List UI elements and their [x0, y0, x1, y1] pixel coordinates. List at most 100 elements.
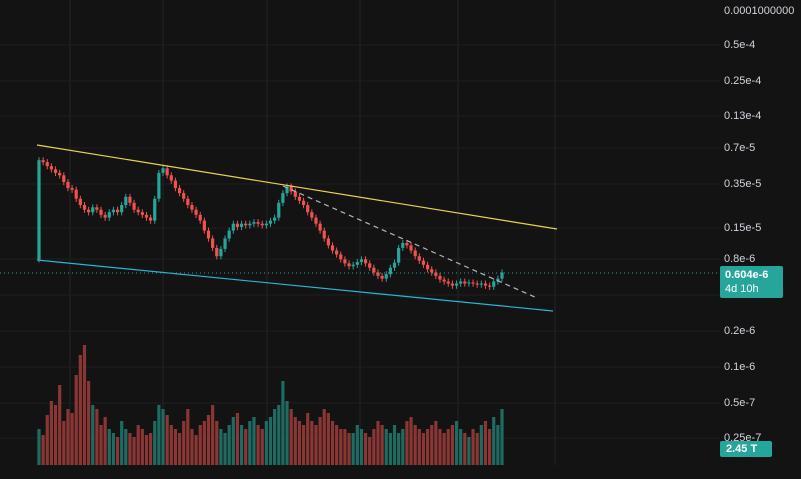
candle-body	[355, 261, 359, 265]
candle	[463, 278, 467, 287]
candle-body	[260, 223, 264, 226]
volume-bar	[219, 429, 223, 465]
candle	[198, 211, 202, 224]
candle-body	[330, 245, 335, 251]
candle	[248, 220, 252, 229]
volume-bar	[248, 421, 252, 465]
candle-body	[268, 220, 273, 224]
candle	[343, 256, 347, 267]
candle	[58, 169, 62, 179]
candle	[53, 166, 58, 177]
volume-bar	[165, 415, 169, 465]
volume-bar	[293, 417, 297, 465]
volume-bar	[70, 413, 74, 465]
candle-body	[41, 160, 45, 163]
price-tick-label: 0.13e-4	[724, 110, 762, 122]
candle	[446, 278, 450, 287]
candle-body	[363, 259, 368, 264]
candle-body	[190, 205, 194, 210]
candle-body	[475, 283, 479, 285]
candle-body	[347, 263, 351, 267]
candle-body	[161, 168, 165, 173]
candle-body	[492, 281, 496, 287]
candle	[103, 211, 107, 221]
volume-bar	[239, 425, 244, 465]
candle-body	[124, 196, 128, 206]
volume-bar	[285, 401, 289, 465]
candle	[136, 206, 140, 216]
upper-trendline[interactable]	[36, 144, 558, 230]
candle-body	[37, 160, 41, 260]
price-tick-label: 0.5e-4	[724, 39, 756, 51]
candle	[392, 259, 397, 271]
volume-bar	[388, 433, 392, 465]
candle	[421, 257, 426, 268]
candle-body	[128, 196, 132, 203]
volume-bar	[45, 415, 49, 465]
candle-body	[115, 209, 120, 213]
candle	[388, 264, 392, 278]
candle-body	[417, 256, 421, 261]
candle-body	[165, 168, 169, 176]
candle-body	[49, 166, 54, 170]
volume-bar	[405, 421, 409, 465]
volume-bar	[153, 421, 157, 465]
volume-bar	[140, 429, 144, 465]
candle	[235, 220, 240, 231]
volume-bar	[231, 417, 235, 465]
candle	[442, 276, 446, 285]
volume-bar	[136, 425, 140, 465]
dashed-trendline[interactable]	[282, 185, 538, 299]
price-tick-label: 0.15e-5	[724, 222, 762, 234]
volume-bar	[49, 401, 54, 465]
volume-bar	[74, 375, 78, 465]
candle-body	[413, 250, 417, 257]
price-tick-label: 0.1e-6	[724, 361, 756, 373]
current-price-value: 0.604e-6	[725, 269, 769, 281]
volume-bar	[351, 433, 355, 465]
volume-bar	[273, 409, 277, 465]
volume-bar	[82, 345, 87, 465]
volume-bar	[446, 429, 450, 465]
volume-bar	[95, 409, 99, 465]
candle	[293, 188, 297, 200]
volume-bar	[438, 429, 442, 465]
volume-bar	[206, 415, 211, 465]
candle-body	[454, 283, 459, 286]
candle-body	[372, 267, 376, 273]
candle-countdown: 4d 10h	[725, 283, 759, 295]
candle	[161, 165, 165, 177]
volume-bar	[483, 421, 488, 465]
volume-bar	[115, 437, 120, 465]
candle	[115, 206, 120, 216]
volume-bar	[368, 437, 372, 465]
candle-body	[144, 214, 149, 218]
volume-bar	[87, 381, 91, 465]
candle	[425, 261, 430, 273]
volume-bar	[182, 421, 186, 465]
candle	[310, 209, 314, 221]
candle	[417, 253, 421, 264]
candle	[409, 242, 413, 254]
volume-bar	[124, 429, 128, 465]
volume-bar	[99, 425, 103, 465]
candle-body	[211, 238, 215, 248]
volume-bar	[355, 425, 359, 465]
candle	[471, 279, 475, 287]
lower-trendline[interactable]	[36, 259, 554, 312]
volume-bar	[78, 355, 82, 465]
volume-bar	[425, 429, 430, 465]
candle	[99, 206, 103, 219]
volume-bar	[359, 429, 364, 465]
candle-body	[487, 285, 492, 287]
volume-bar	[343, 429, 347, 465]
volume-bar	[384, 429, 388, 465]
candle	[186, 195, 190, 209]
price-tick-label: 0.8e-6	[724, 253, 756, 265]
volume-bar	[492, 417, 496, 465]
volume-bar	[53, 405, 58, 465]
candle	[306, 202, 310, 216]
volume-bar	[500, 409, 504, 465]
volume-bar	[496, 425, 500, 465]
